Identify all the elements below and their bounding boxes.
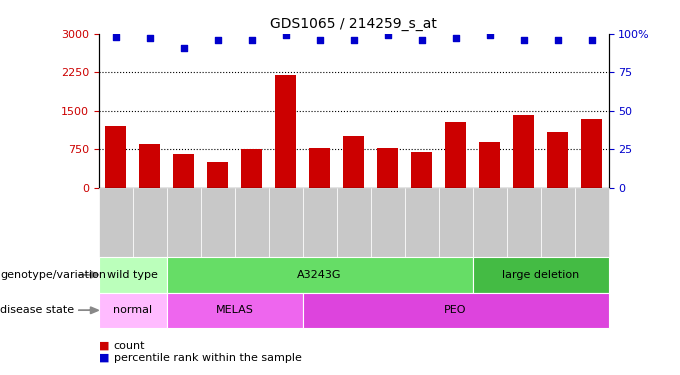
- Bar: [309, 147, 330, 188]
- Point: [144, 35, 155, 41]
- Point: [518, 37, 529, 43]
- Bar: [173, 154, 194, 188]
- Bar: [445, 122, 466, 188]
- Bar: [105, 126, 126, 188]
- Bar: [241, 149, 262, 188]
- Bar: [139, 144, 160, 188]
- Point: [280, 32, 291, 38]
- Point: [552, 37, 563, 43]
- Text: A3243G: A3243G: [297, 270, 342, 280]
- Point: [178, 45, 189, 51]
- Bar: [377, 147, 398, 188]
- Bar: [275, 75, 296, 188]
- Point: [416, 37, 427, 43]
- Point: [450, 35, 461, 41]
- Bar: [411, 152, 432, 188]
- Text: PEO: PEO: [444, 305, 467, 315]
- Bar: [513, 115, 534, 188]
- Text: ■: ■: [99, 353, 109, 363]
- Point: [110, 34, 121, 40]
- Title: GDS1065 / 214259_s_at: GDS1065 / 214259_s_at: [270, 17, 437, 32]
- Text: percentile rank within the sample: percentile rank within the sample: [114, 353, 301, 363]
- Bar: [343, 136, 364, 188]
- Point: [348, 37, 359, 43]
- Bar: [207, 162, 228, 188]
- Text: ■: ■: [99, 341, 109, 351]
- Point: [382, 32, 393, 38]
- Point: [212, 37, 223, 43]
- Point: [586, 37, 597, 43]
- Bar: [581, 119, 602, 188]
- Text: disease state: disease state: [0, 305, 74, 315]
- Text: normal: normal: [113, 305, 152, 315]
- Text: wild type: wild type: [107, 270, 158, 280]
- Point: [246, 37, 257, 43]
- Text: MELAS: MELAS: [216, 305, 254, 315]
- Text: genotype/variation: genotype/variation: [0, 270, 106, 280]
- Point: [314, 37, 325, 43]
- Bar: [479, 142, 500, 188]
- Text: count: count: [114, 341, 145, 351]
- Text: large deletion: large deletion: [502, 270, 579, 280]
- Point: [484, 32, 495, 38]
- Bar: [547, 132, 568, 188]
